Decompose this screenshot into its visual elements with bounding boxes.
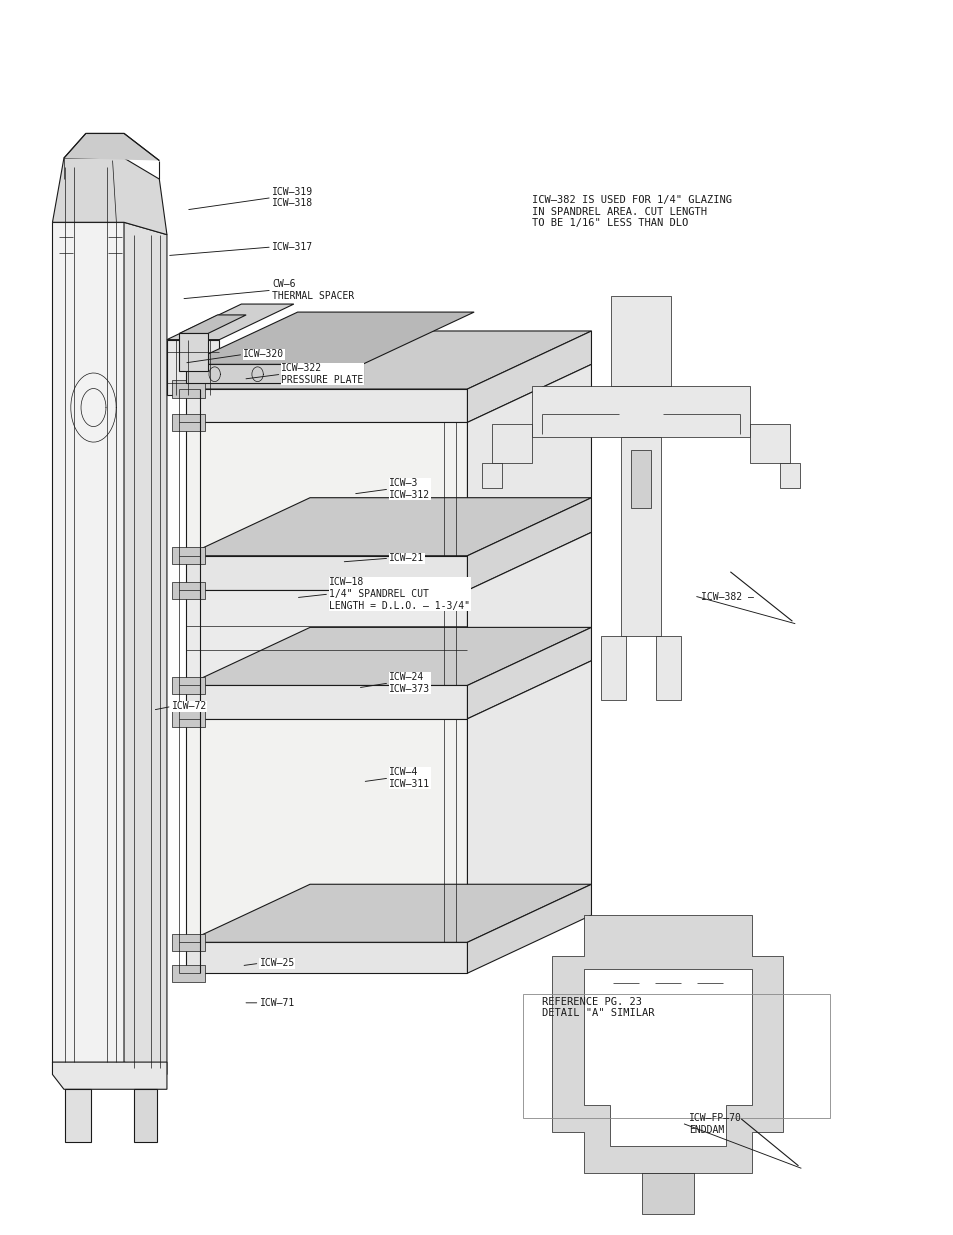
Text: ICW–24
ICW–373: ICW–24 ICW–373 [389,672,430,694]
Text: ICW–72: ICW–72 [172,701,207,711]
Polygon shape [631,450,650,508]
Polygon shape [52,222,124,1062]
Polygon shape [640,1173,693,1214]
Polygon shape [172,547,205,564]
Polygon shape [186,422,467,556]
Text: ICW–382 —: ICW–382 — [700,592,753,601]
Text: ICW–FP–70
ENDDAM: ICW–FP–70 ENDDAM [688,1113,740,1135]
Polygon shape [186,312,474,364]
Polygon shape [780,463,799,488]
Polygon shape [167,340,219,395]
Polygon shape [186,719,467,942]
Text: ICW–382 IS USED FOR 1/4" GLAZING
IN SPANDREL AREA. CUT LENGTH
TO BE 1/16" LESS T: ICW–382 IS USED FOR 1/4" GLAZING IN SPAN… [532,195,732,228]
Polygon shape [186,389,467,422]
Text: ICW–317: ICW–317 [272,242,313,252]
Polygon shape [167,304,294,340]
Polygon shape [532,385,749,437]
Polygon shape [186,498,591,556]
Polygon shape [172,414,205,431]
Polygon shape [172,965,205,982]
Polygon shape [656,636,680,700]
Polygon shape [52,1062,167,1089]
Polygon shape [186,627,591,685]
Polygon shape [172,710,205,727]
Polygon shape [52,158,167,235]
Text: ICW–320: ICW–320 [243,350,284,359]
Polygon shape [467,884,591,973]
Polygon shape [492,424,532,463]
Polygon shape [467,331,591,422]
Polygon shape [133,1089,157,1142]
Polygon shape [186,685,467,719]
Polygon shape [172,380,205,398]
Polygon shape [186,884,591,942]
Polygon shape [172,934,205,951]
Text: CW–6
THERMAL SPACER: CW–6 THERMAL SPACER [272,279,354,301]
Polygon shape [467,627,591,719]
Polygon shape [65,1089,91,1142]
Text: ICW–3
ICW–312: ICW–3 ICW–312 [389,478,430,500]
Text: ICW–25: ICW–25 [259,958,294,968]
Polygon shape [583,969,751,1146]
Polygon shape [552,915,782,1173]
Polygon shape [172,582,205,599]
Polygon shape [467,498,591,590]
Polygon shape [179,315,246,333]
Text: ICW–18
1/4" SPANDREL CUT
LENGTH = D.L.O. – 1-3/4": ICW–18 1/4" SPANDREL CUT LENGTH = D.L.O.… [329,578,470,610]
Text: ICW–322
PRESSURE PLATE: ICW–322 PRESSURE PLATE [281,363,363,385]
Polygon shape [172,677,205,694]
Polygon shape [467,532,591,685]
Text: ICW–71: ICW–71 [259,998,294,1008]
Polygon shape [467,364,591,556]
Polygon shape [186,364,362,383]
Polygon shape [620,437,660,636]
Polygon shape [611,295,670,385]
Polygon shape [179,333,208,370]
Text: REFERENCE PG. 23
DETAIL "A" SIMILAR: REFERENCE PG. 23 DETAIL "A" SIMILAR [541,997,654,1018]
Polygon shape [64,133,159,161]
Polygon shape [186,942,467,973]
Text: ICW–21: ICW–21 [389,553,424,563]
Text: ICW–4
ICW–311: ICW–4 ICW–311 [389,767,430,789]
Polygon shape [186,590,467,685]
Polygon shape [467,661,591,942]
Polygon shape [124,222,167,1074]
Polygon shape [186,556,467,590]
Text: ICW–319
ICW–318: ICW–319 ICW–318 [272,186,313,209]
Polygon shape [482,463,501,488]
Polygon shape [186,331,591,389]
Polygon shape [749,424,789,463]
Polygon shape [600,636,625,700]
